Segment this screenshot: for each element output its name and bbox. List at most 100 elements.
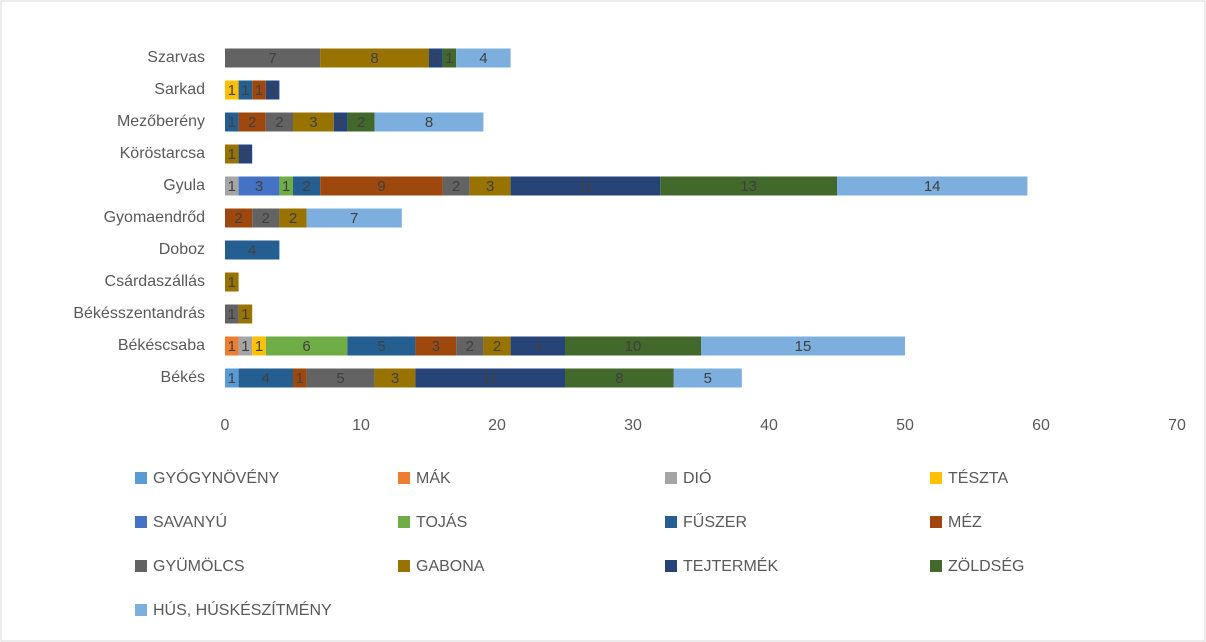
data-label: 2 bbox=[357, 114, 365, 131]
data-label: 1 bbox=[228, 370, 236, 387]
bar-segment bbox=[265, 112, 293, 132]
data-label: 2 bbox=[289, 210, 297, 227]
data-label: 7 bbox=[268, 50, 276, 67]
x-tick-label: 10 bbox=[352, 417, 370, 434]
legend-label: GYÜMÖLCS bbox=[153, 557, 245, 575]
x-tick-label: 20 bbox=[488, 417, 506, 434]
bar-segment bbox=[225, 240, 280, 260]
bar-segment bbox=[415, 368, 565, 388]
legend-swatch bbox=[665, 472, 677, 484]
bar-segment bbox=[469, 176, 511, 196]
legend-swatch bbox=[135, 604, 147, 616]
bar-segment bbox=[701, 336, 905, 356]
bar-segment bbox=[347, 336, 416, 356]
legend-label: GYÓGYNÖVÉNY bbox=[153, 468, 280, 487]
bar-segment bbox=[279, 208, 307, 228]
bar-segment bbox=[225, 176, 239, 196]
bar-segment bbox=[225, 112, 239, 132]
data-label: 1 bbox=[228, 146, 236, 163]
data-label: 1 bbox=[241, 146, 249, 163]
data-label: 2 bbox=[275, 114, 283, 131]
y-tick-label: Szarvas bbox=[147, 49, 205, 66]
legend-label: HÚS, HÚSKÉSZÍTMÉNY bbox=[153, 600, 332, 619]
data-label: 1 bbox=[228, 114, 236, 131]
bar-segment bbox=[374, 368, 416, 388]
data-label: 14 bbox=[924, 178, 941, 195]
data-label: 4 bbox=[534, 338, 542, 355]
data-label: 1 bbox=[228, 306, 236, 323]
bar-segment bbox=[238, 80, 253, 100]
data-label: 7 bbox=[350, 210, 358, 227]
legend-label: MÉZ bbox=[948, 512, 982, 531]
bar-segment bbox=[660, 176, 837, 196]
legend-swatch bbox=[930, 560, 942, 572]
bar-segment bbox=[238, 176, 280, 196]
legend-label: SAVANYÚ bbox=[153, 512, 227, 531]
data-label: 1 bbox=[282, 178, 290, 195]
bar-segment bbox=[510, 176, 661, 196]
bar-segment bbox=[293, 176, 321, 196]
y-tick-label: Köröstarcsa bbox=[120, 145, 205, 162]
data-label: 1 bbox=[241, 82, 249, 99]
bar-segment bbox=[225, 208, 253, 228]
legend-label: FŰSZER bbox=[683, 512, 747, 531]
bar-segment bbox=[225, 48, 321, 68]
legend-swatch bbox=[930, 516, 942, 528]
data-label: 3 bbox=[486, 178, 494, 195]
y-tick-label: Mezőberény bbox=[117, 113, 205, 130]
y-tick-label: Gyomaendrőd bbox=[104, 209, 205, 226]
data-label: 1 bbox=[268, 82, 276, 99]
bar-segment bbox=[225, 80, 239, 100]
data-label: 6 bbox=[302, 338, 310, 355]
bar-segment bbox=[252, 80, 266, 100]
y-tick-label: Csárdaszállás bbox=[105, 273, 205, 290]
data-label: 2 bbox=[466, 338, 474, 355]
legend-swatch bbox=[135, 516, 147, 528]
data-label: 2 bbox=[493, 338, 501, 355]
legend-swatch bbox=[135, 472, 147, 484]
bar-segment bbox=[333, 112, 348, 132]
bar-segment bbox=[225, 336, 239, 356]
y-tick-label: Békés bbox=[161, 369, 205, 386]
bar-segment bbox=[225, 304, 239, 324]
legend-swatch bbox=[398, 516, 410, 528]
bar-segment bbox=[306, 208, 402, 228]
legend-swatch bbox=[665, 560, 677, 572]
x-tick-label: 0 bbox=[221, 417, 230, 434]
legend-swatch bbox=[398, 472, 410, 484]
data-label: 1 bbox=[241, 338, 249, 355]
bar-segment bbox=[415, 336, 457, 356]
x-tick-label: 40 bbox=[760, 417, 778, 434]
legend-label: MÁK bbox=[416, 468, 451, 487]
legend-swatch bbox=[398, 560, 410, 572]
legend-label: ZÖLDSÉG bbox=[948, 556, 1024, 575]
bar-segment bbox=[252, 208, 280, 228]
data-label: 1 bbox=[241, 306, 249, 323]
bar-segment bbox=[565, 336, 701, 356]
data-label: 5 bbox=[336, 370, 344, 387]
data-label: 8 bbox=[370, 50, 378, 67]
bar-segment bbox=[837, 176, 1028, 196]
bar-segment bbox=[456, 48, 511, 68]
legend-label: GABONA bbox=[416, 558, 485, 575]
data-label: 2 bbox=[302, 178, 310, 195]
bar-segment bbox=[293, 368, 307, 388]
bar-segment bbox=[252, 336, 266, 356]
bar-segment bbox=[225, 368, 239, 388]
bar-segment bbox=[673, 368, 742, 388]
data-label: 2 bbox=[452, 178, 460, 195]
data-label: 11 bbox=[578, 178, 594, 195]
bar-segment bbox=[374, 112, 484, 132]
bar-segment bbox=[347, 112, 375, 132]
data-label: 13 bbox=[740, 178, 757, 195]
data-label: 15 bbox=[795, 338, 812, 355]
x-tick-label: 70 bbox=[1168, 417, 1186, 434]
data-label: 1 bbox=[255, 82, 263, 99]
y-tick-label: Sarkad bbox=[154, 81, 205, 98]
legend-label: TOJÁS bbox=[416, 512, 467, 531]
bar-segment bbox=[565, 368, 674, 388]
x-tick-label: 60 bbox=[1032, 417, 1050, 434]
data-label: 8 bbox=[425, 114, 433, 131]
